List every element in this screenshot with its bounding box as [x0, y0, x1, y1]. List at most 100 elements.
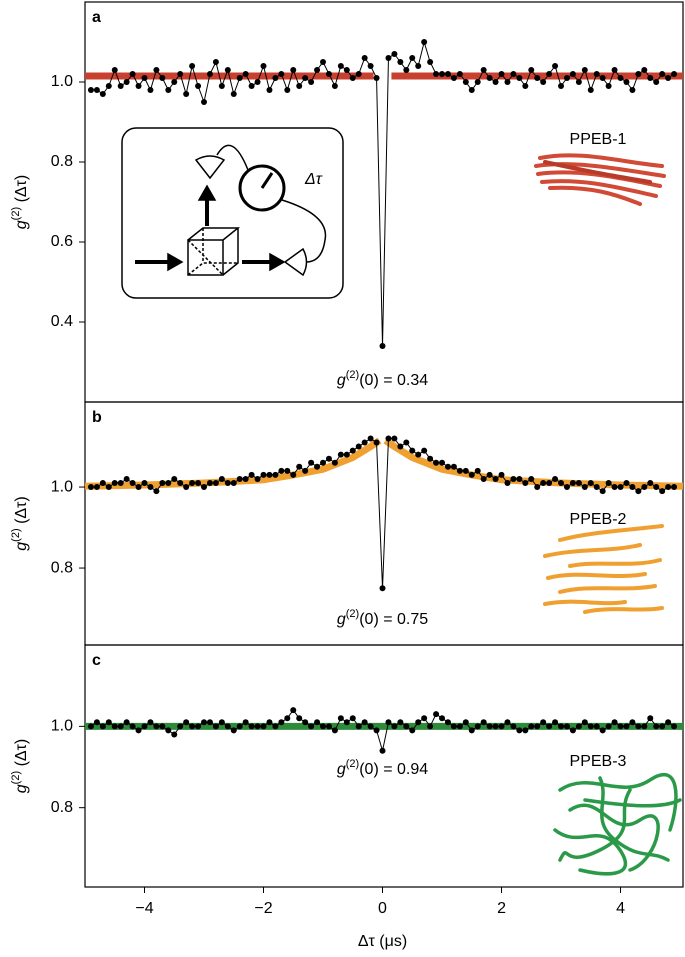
annotation-part: (0) = 0.75 [359, 611, 428, 628]
data-point [195, 83, 202, 89]
data-point [272, 471, 279, 478]
data-point [563, 723, 570, 730]
data-point [290, 67, 297, 73]
data-point [206, 480, 213, 486]
data-point [278, 467, 285, 474]
data-point [159, 480, 166, 486]
data-point [433, 71, 440, 77]
panel-frame [84, 644, 684, 888]
data-point [242, 719, 249, 726]
data-point [278, 719, 285, 726]
data-point [314, 463, 321, 470]
data-point [314, 719, 321, 726]
x-tick-label: −4 [135, 900, 153, 917]
data-point [236, 723, 243, 730]
data-point [593, 723, 600, 730]
data-point [439, 71, 446, 77]
data-point [635, 723, 642, 730]
data-point [266, 719, 273, 726]
data-point [171, 475, 178, 482]
data-point [635, 488, 642, 495]
rod [538, 153, 664, 168]
data-point [421, 715, 428, 722]
data-point [492, 79, 499, 85]
data-point [647, 75, 654, 81]
data-point [456, 467, 463, 474]
data-point [230, 91, 237, 97]
data-point [325, 71, 332, 77]
data-point [153, 488, 160, 495]
data-point [563, 75, 570, 81]
molecule-label: PPEB-3 [570, 753, 627, 770]
data-point [444, 719, 451, 726]
y-tick-label: 0.8 [51, 559, 73, 576]
arrow-head [167, 252, 184, 272]
data-point [165, 87, 172, 93]
annotation-part: g [337, 611, 346, 628]
data-point [123, 79, 130, 85]
data-point [343, 719, 350, 726]
data-point [498, 723, 505, 730]
data-point [224, 67, 231, 73]
y-axis-label-part: (2) [10, 207, 22, 220]
data-point [421, 447, 428, 454]
data-point [349, 75, 356, 81]
data-point [141, 75, 148, 81]
annotation-part: g [337, 761, 346, 778]
data-point [308, 459, 315, 466]
data-point [379, 343, 386, 349]
data-point [135, 727, 142, 734]
data-point [314, 67, 321, 73]
data-point [665, 75, 672, 81]
data-point [671, 484, 678, 491]
data-point [480, 475, 487, 482]
data-point [647, 715, 654, 722]
data-point [599, 727, 606, 734]
data-point [498, 71, 505, 77]
data-point [183, 484, 190, 491]
data-point [581, 719, 588, 726]
data-point [462, 79, 469, 85]
data-point [337, 451, 344, 458]
data-point [272, 75, 279, 81]
data-point [206, 719, 213, 726]
clock [238, 164, 286, 212]
molecule-label: PPEB-2 [570, 511, 627, 528]
data-point [99, 723, 106, 730]
data-point [183, 91, 190, 97]
y-axis-label-part: g [13, 542, 30, 551]
y-axis-label: g(2) (Δτ) [10, 175, 30, 229]
annotation-part: (2) [346, 608, 359, 620]
data-point [504, 719, 511, 726]
y-axis-label-part: g [13, 784, 30, 793]
data-point [254, 475, 261, 482]
x-tick-label: 2 [497, 900, 506, 917]
data-point [617, 75, 624, 81]
data-point [659, 71, 666, 77]
data-point [629, 87, 636, 93]
data-point [421, 39, 428, 45]
data-point [516, 727, 523, 734]
data-point [171, 731, 178, 738]
data-point [367, 723, 374, 730]
data-point [206, 71, 213, 77]
data-point [201, 99, 208, 105]
data-point [409, 447, 416, 454]
data-point [105, 719, 112, 726]
data-point [653, 484, 660, 491]
data-point [552, 63, 559, 69]
rod [543, 543, 642, 558]
data-point [290, 471, 297, 478]
data-point [153, 723, 160, 730]
data-point [290, 707, 297, 714]
data-point [569, 480, 576, 486]
data-point [212, 59, 219, 65]
data-point [611, 67, 618, 73]
data-point [373, 727, 380, 734]
inset-label: Δτ [304, 171, 323, 188]
data-point [308, 723, 315, 730]
data-point [504, 79, 511, 85]
data-point [159, 723, 166, 730]
data-point [563, 484, 570, 491]
